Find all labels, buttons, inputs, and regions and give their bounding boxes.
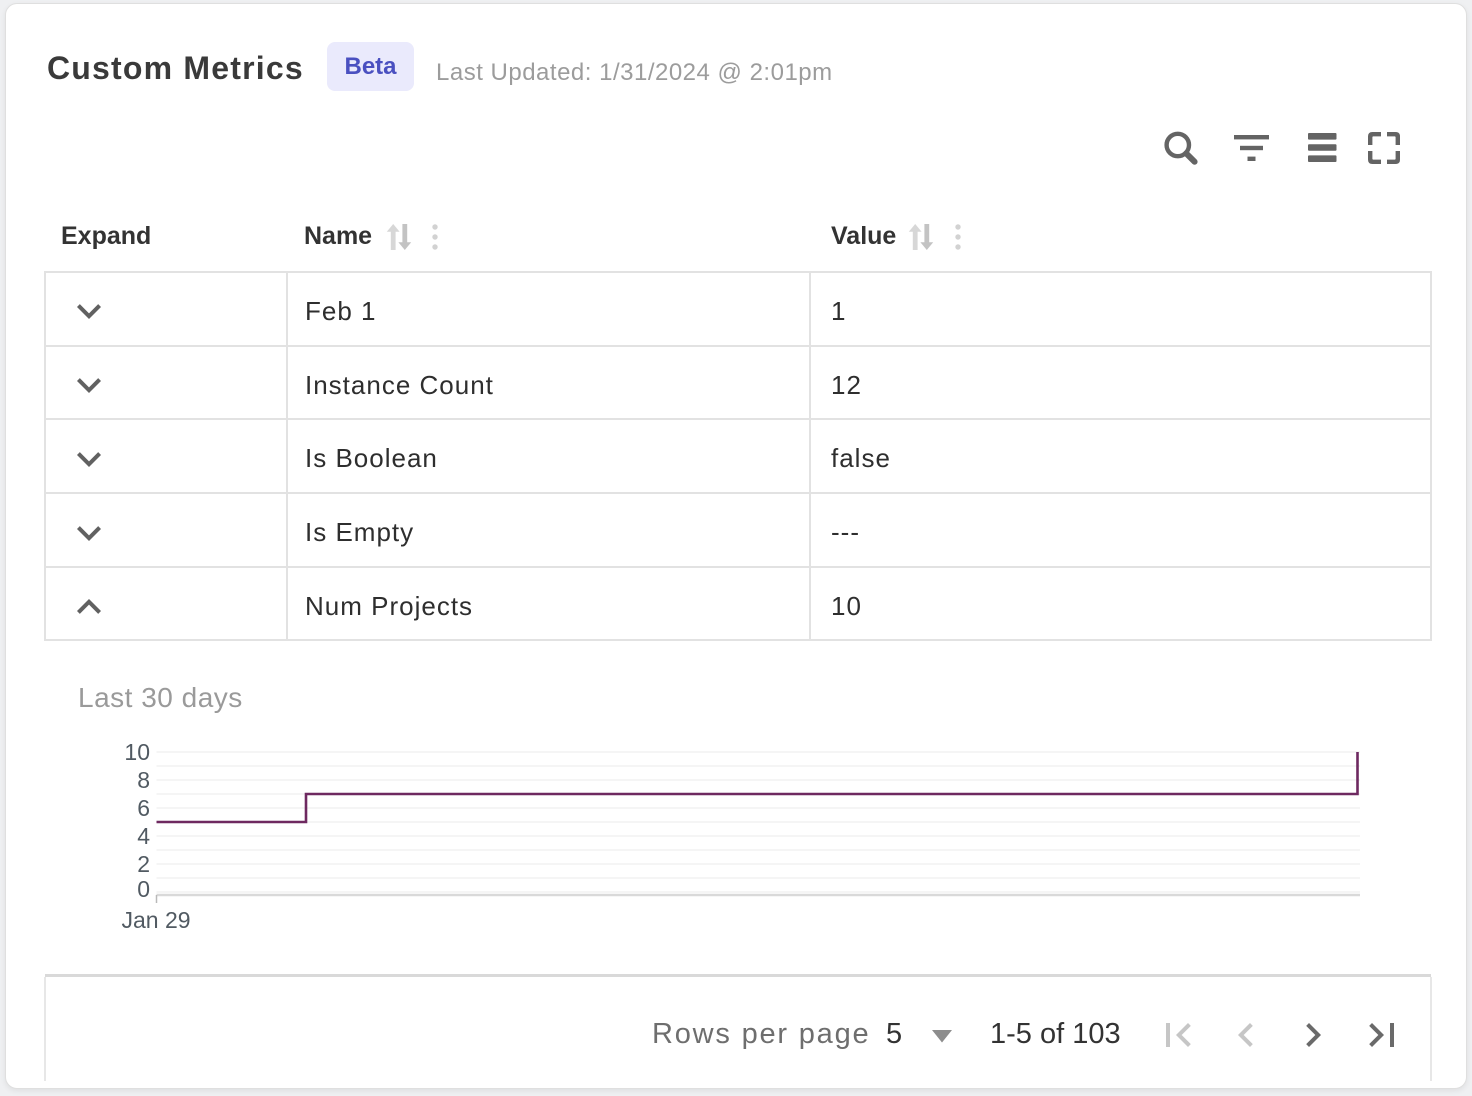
svg-text:2: 2 xyxy=(137,851,150,877)
svg-text:10: 10 xyxy=(124,739,150,765)
svg-text:Jan 29: Jan 29 xyxy=(121,907,190,930)
svg-text:8: 8 xyxy=(137,767,150,793)
svg-text:6: 6 xyxy=(137,795,150,821)
svg-text:0: 0 xyxy=(137,876,150,902)
svg-text:4: 4 xyxy=(137,823,150,849)
